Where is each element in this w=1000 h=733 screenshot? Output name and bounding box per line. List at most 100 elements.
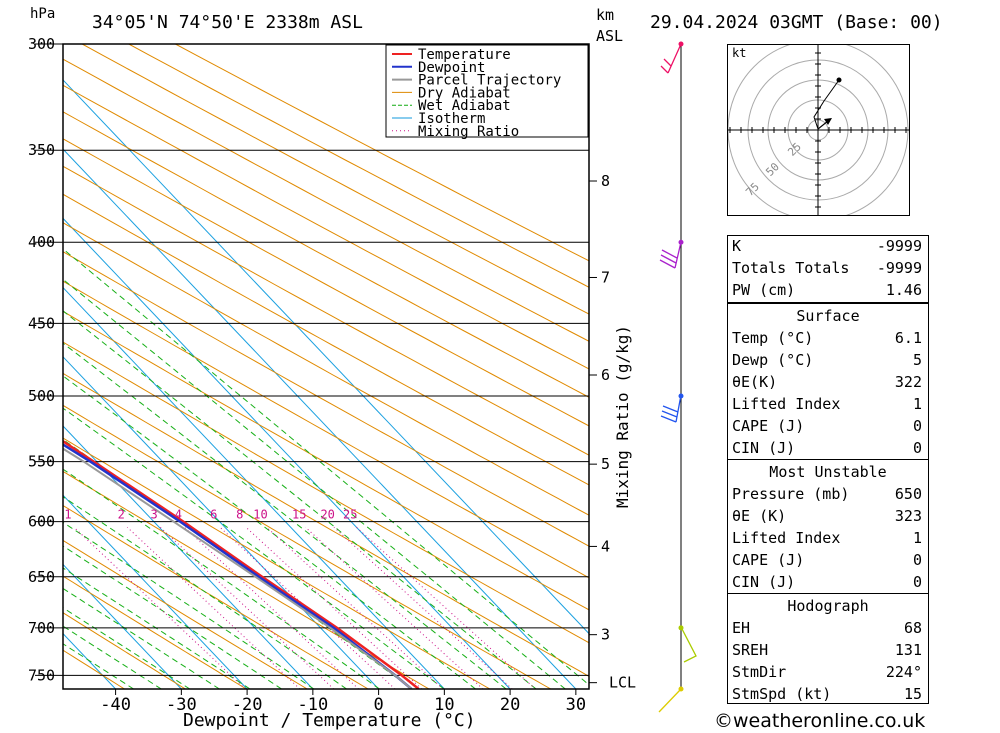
- footer-site-link[interactable]: weatheronline.co.uk: [733, 710, 926, 732]
- hodograph-unit: kt: [732, 46, 747, 60]
- legend-label: Dewpoint: [418, 60, 485, 76]
- mixing-ratio-label: 3: [151, 508, 158, 522]
- x-tick-label: -10: [297, 695, 328, 715]
- pressure-tick-label: 450: [28, 314, 55, 332]
- dry-adiabat-line: [63, 84, 589, 370]
- pressure-tick-label: 700: [28, 619, 55, 637]
- km-unit-label: km: [596, 6, 615, 24]
- dry-adiabat-line: [63, 341, 589, 644]
- wet-adiabat-line: [63, 407, 445, 689]
- pressure-tick-label: 550: [28, 453, 55, 471]
- profile-dewpoint: [63, 443, 413, 689]
- wet-adiabat-line: [63, 521, 315, 689]
- copyright-icon: ©: [714, 710, 733, 732]
- indices-main-panel: Surface Temp (°C) 6.1 Dewp (°C) 5 θE(K) 322…: [727, 303, 929, 704]
- mu-row-cape: CAPE (J) 0: [732, 551, 922, 569]
- wet-adiabat-line: [63, 342, 507, 689]
- legend-label: Mixing Ratio: [418, 124, 519, 140]
- index-row-pw: PW (cm) 1.46: [732, 281, 922, 299]
- pressure-tick-label: 400: [28, 233, 55, 251]
- wind-level-dot: [678, 625, 684, 631]
- wet-adiabat-line: [63, 310, 537, 689]
- km-tick-label: 4: [601, 537, 610, 555]
- dry-adiabat-line: [63, 470, 430, 689]
- x-tick-label: -30: [166, 695, 197, 715]
- mixing-ratio-label: 4: [175, 508, 182, 522]
- km-tick-label: 6: [601, 366, 610, 384]
- location-title: 34°05'N 74°50'E 2338m ASL: [92, 12, 363, 33]
- hodo-section-title: Hodograph: [787, 597, 869, 615]
- mixing-ratio-label: 15: [292, 508, 306, 522]
- pressure-tick-label: 650: [28, 568, 55, 586]
- isotherm-line: [63, 148, 577, 689]
- datetime-title: 29.04.2024 03GMT (Base: 00): [650, 12, 943, 33]
- dry-adiabat-line: [63, 165, 589, 456]
- isotherm-line: [63, 425, 314, 689]
- dry-adiabat-line: [63, 111, 589, 398]
- surface-row-temp: Temp (°C) 6.1: [732, 329, 922, 347]
- km-tick-label: 7: [601, 268, 610, 286]
- mixing-ratio-label: 6: [210, 508, 217, 522]
- pressure-unit-label: hPa: [30, 6, 56, 22]
- wind-level-dot: [678, 686, 684, 692]
- mu-row-pressure: Pressure (mb) 650: [732, 485, 922, 503]
- isotherm-line: [63, 494, 248, 689]
- km-tick-label: 8: [601, 172, 610, 190]
- wind-level-dot: [678, 239, 684, 245]
- mixing-ratio-line: [333, 526, 513, 689]
- wet-adiabat-line: [63, 248, 589, 686]
- dry-adiabat-line: [63, 222, 589, 516]
- dry-adiabat-line: [175, 44, 589, 262]
- footer-copyright[interactable]: ©weatheronline.co.uk: [714, 710, 925, 732]
- wind-barb: [660, 394, 682, 423]
- plot-frame: [62, 43, 590, 690]
- mixing-ratio-line: [266, 526, 444, 689]
- wet-adiabat-line: [63, 567, 251, 689]
- profile-temperature: [63, 439, 420, 689]
- x-tick-label: 20: [500, 695, 520, 715]
- isotherm-line: [63, 217, 511, 689]
- wind-barb: [660, 43, 682, 74]
- hodo-row-stmspd: StmSpd (kt) 15: [732, 685, 922, 703]
- legend-label: Isotherm: [418, 111, 485, 127]
- dry-adiabat-line: [63, 138, 589, 427]
- x-axis-title: Dewpoint / Temperature (°C): [183, 710, 476, 731]
- dry-adiabat-line: [63, 58, 589, 342]
- legend-label: Temperature: [418, 47, 511, 63]
- x-tick-label: 10: [434, 695, 454, 715]
- hodograph-panel: kt 25 50 75: [727, 44, 910, 216]
- profile-parcel-trajectory: [63, 447, 413, 689]
- pressure-tick-label: 350: [28, 141, 55, 159]
- mu-row-lifted-index: Lifted Index 1: [732, 529, 922, 547]
- wet-adiabat-line: [63, 278, 566, 689]
- dry-adiabat-line: [128, 44, 589, 288]
- mixing-ratio-line: [73, 526, 246, 689]
- hodograph-endpoint: [836, 77, 842, 83]
- wet-adiabat-line: [63, 545, 282, 689]
- hodograph-trace: [813, 79, 840, 130]
- pressure-tick-label: 500: [28, 387, 55, 405]
- mixing-ratio-label: 8: [236, 508, 243, 522]
- legend-label: Wet Adiabat: [418, 98, 511, 114]
- surface-row-dewp: Dewp (°C) 5: [732, 351, 922, 369]
- hodo-row-sreh: SREH 131: [732, 641, 922, 659]
- wind-level-dot: [678, 41, 684, 47]
- index-row-totals: Totals Totals -9999: [732, 259, 922, 277]
- isotherm-line: [63, 286, 445, 689]
- km-tick-label: 5: [601, 455, 610, 473]
- mixing-ratio-label: 25: [343, 508, 357, 522]
- x-tick-label: 30: [566, 695, 586, 715]
- wind-barb: [658, 688, 682, 713]
- x-tick-label: -20: [232, 695, 263, 715]
- dry-adiabat-line: [63, 404, 552, 689]
- pressure-tick-label: 300: [28, 35, 55, 53]
- mixing-ratio-label: 2: [118, 508, 125, 522]
- dry-adiabat-line: [63, 310, 589, 611]
- surface-row-cin: CIN (J) 0: [732, 439, 922, 457]
- mu-section-title: Most Unstable: [769, 463, 887, 481]
- km-tick-label: LCL: [609, 674, 636, 692]
- x-tick-label: -40: [100, 695, 131, 715]
- dry-adiabat-line: [63, 372, 589, 677]
- dry-adiabat-line: [63, 612, 186, 689]
